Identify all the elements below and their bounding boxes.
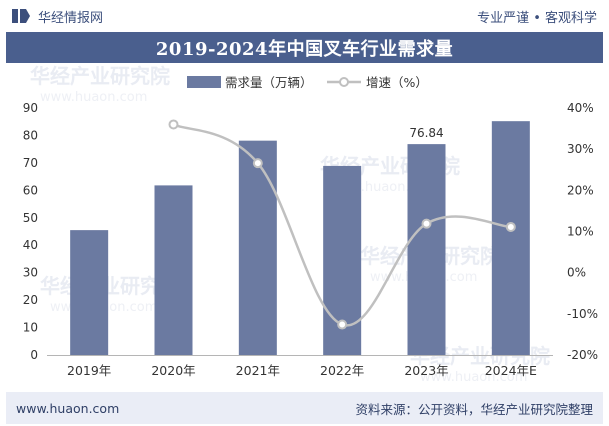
right-axis-tick: 0% [567,266,586,280]
footer-url[interactable]: www.huaon.com [16,400,120,416]
right-axis-tick: 10% [567,225,594,239]
right-axis-tick: 20% [567,183,594,197]
bar [154,185,193,355]
left-axis-tick: 50 [23,211,38,225]
right-axis-tick: 30% [567,142,594,156]
bar [491,121,530,355]
left-axis-tick: 80 [23,128,38,142]
watermark-en: www.huaon.com [420,370,527,385]
watermark-en: www.huaon.com [40,90,147,105]
right-axis-tick: -20% [567,348,598,362]
left-axis-tick: 70 [23,156,38,170]
chart-title-band: 2019-2024年中国叉车行业需求量 [6,32,603,63]
growth-point [421,218,432,229]
x-tick-label: 2022年 [320,363,364,378]
legend-line-label: 增速（%） [366,75,428,90]
brand-name: 华经情报网 [38,10,104,26]
left-axis-tick: 90 [23,101,38,115]
growth-point [337,319,348,330]
chart: 华经产业研究院www.huaon.com华经产业研究院www.huaon.com… [23,64,598,385]
x-tick-label: 2024年E [485,363,537,378]
footer-source: 资料来源：公开资料，华经产业研究院整理 [355,401,593,417]
left-axis-tick: 30 [23,266,38,280]
right-axis-tick: -10% [567,307,598,321]
top-bar: 华经情报网 专业严谨 • 客观科学 [0,0,609,32]
growth-point [505,221,516,232]
chart-title: 2019-2024年中国叉车行业需求量 [155,38,454,60]
left-axis-tick: 20 [23,293,38,307]
x-tick-label: 2020年 [151,363,195,378]
x-tick-label: 2021年 [236,363,280,378]
brand: 华经情报网 [12,7,103,26]
watermark-cn: 华经产业研究院 [30,64,170,88]
left-axis-tick: 10 [23,321,38,335]
legend-bar-swatch [187,76,221,88]
bar [238,140,277,355]
logo-icon [12,9,30,23]
left-axis-tick: 40 [23,238,38,252]
left-axis-tick: 60 [23,183,38,197]
slogan: 专业严谨 • 客观科学 [477,10,597,26]
data-label: 76.84 [409,126,443,140]
x-tick-label: 2019年 [67,363,111,378]
x-tick-label: 2023年 [404,363,448,378]
legend-line-marker [339,77,349,87]
legend-bar-label: 需求量（万辆） [225,75,313,90]
left-axis-tick: 0 [30,348,38,362]
bar [407,144,446,355]
growth-point [168,119,179,130]
right-axis-tick: 40% [567,101,594,115]
footer: www.huaon.com 资料来源：公开资料，华经产业研究院整理 [6,392,603,424]
growth-point [252,158,263,169]
bar [70,230,109,355]
